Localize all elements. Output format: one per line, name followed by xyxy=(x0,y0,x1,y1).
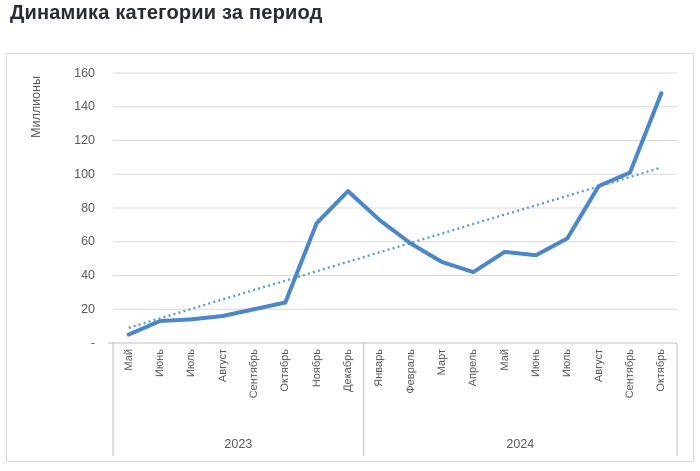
year-group-label: 2023 xyxy=(224,437,253,451)
y-tick-label: 140 xyxy=(74,99,95,114)
y-tick-label: 80 xyxy=(81,200,95,215)
x-month-label: Ноябрь xyxy=(310,349,323,388)
x-month-label: Апрель xyxy=(467,349,480,387)
y-axis-unit-label: Миллионы xyxy=(29,76,43,138)
x-month-label: Декабрь xyxy=(342,349,354,392)
y-tick-label: 100 xyxy=(74,166,95,181)
x-month-label: Март xyxy=(436,349,448,376)
x-month-label: Октябрь xyxy=(655,349,668,392)
y-tick-label: 20 xyxy=(81,301,95,316)
x-month-label: Июнь xyxy=(530,349,542,377)
x-month-label: Июль xyxy=(561,349,574,378)
x-month-label: Май xyxy=(122,349,135,371)
trend-dotted-line xyxy=(128,166,662,329)
x-month-label: Июль xyxy=(185,349,198,378)
x-month-label: Июнь xyxy=(154,349,166,377)
x-month-label: Сентябрь xyxy=(624,349,636,399)
x-month-label: Сентябрь xyxy=(248,349,260,399)
data-series-line xyxy=(126,91,664,337)
chart-title: Динамика категории за период xyxy=(10,2,323,24)
y-tick-label: 60 xyxy=(81,234,95,249)
year-group-label: 2024 xyxy=(506,437,535,451)
y-tick-label: 160 xyxy=(74,65,95,80)
y-tick-label: 40 xyxy=(81,268,95,282)
y-tick-label: 120 xyxy=(74,133,95,147)
x-month-label: Май xyxy=(498,349,511,371)
chart-frame xyxy=(6,53,694,462)
x-month-label: Январь xyxy=(373,349,386,387)
x-month-label: Август xyxy=(216,349,229,383)
x-month-label: Февраль xyxy=(404,349,417,394)
y-tick-label: - xyxy=(90,335,95,350)
x-month-label: Август xyxy=(592,349,605,383)
x-month-label: Октябрь xyxy=(279,349,292,392)
